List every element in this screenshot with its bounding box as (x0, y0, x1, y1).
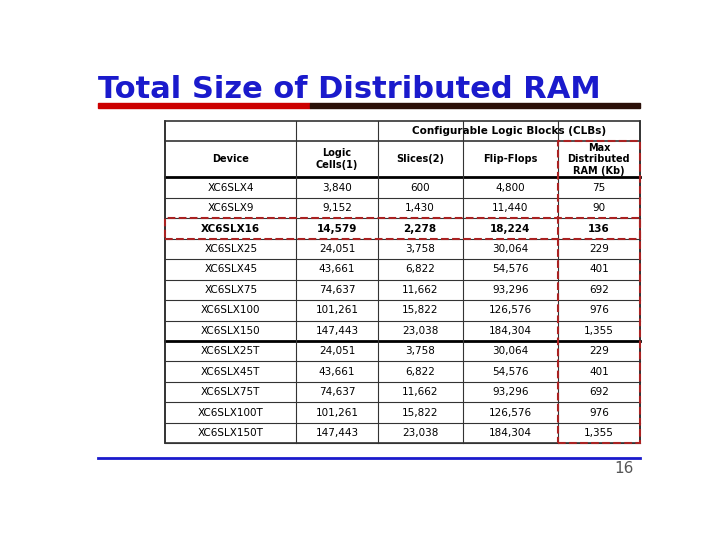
Text: XC6SLX150: XC6SLX150 (201, 326, 261, 336)
Text: Logic
Cells(1): Logic Cells(1) (316, 148, 358, 170)
Text: 14,579: 14,579 (317, 224, 357, 234)
Text: 101,261: 101,261 (315, 408, 359, 417)
Text: 229: 229 (589, 244, 609, 254)
Text: 600: 600 (410, 183, 430, 193)
Text: 16: 16 (615, 461, 634, 476)
Text: 1,355: 1,355 (584, 326, 614, 336)
Bar (99, 103, 310, 109)
Text: 23,038: 23,038 (402, 326, 438, 336)
Text: 2,278: 2,278 (404, 224, 437, 234)
Text: Max
Distributed
RAM (Kb): Max Distributed RAM (Kb) (567, 143, 630, 176)
Text: 147,443: 147,443 (315, 326, 359, 336)
Text: 692: 692 (589, 285, 609, 295)
Text: 126,576: 126,576 (489, 408, 532, 417)
Text: 93,296: 93,296 (492, 285, 528, 295)
Text: XC6SLX4: XC6SLX4 (207, 183, 254, 193)
Text: XC6SLX16: XC6SLX16 (202, 224, 261, 234)
Bar (310, 103, 639, 109)
Text: 184,304: 184,304 (489, 428, 532, 438)
Text: 11,662: 11,662 (402, 285, 438, 295)
Text: 3,758: 3,758 (405, 244, 435, 254)
Text: 6,822: 6,822 (405, 367, 435, 376)
Text: 11,440: 11,440 (492, 203, 528, 213)
Text: 3,758: 3,758 (405, 346, 435, 356)
Text: XC6SLX75: XC6SLX75 (204, 285, 257, 295)
Text: 74,637: 74,637 (319, 285, 355, 295)
Text: 1,355: 1,355 (584, 428, 614, 438)
Text: 54,576: 54,576 (492, 367, 528, 376)
Text: 136: 136 (588, 224, 610, 234)
Text: 30,064: 30,064 (492, 346, 528, 356)
Text: Device: Device (212, 154, 249, 164)
Text: XC6SLX100: XC6SLX100 (201, 305, 261, 315)
Text: 43,661: 43,661 (319, 265, 355, 274)
Text: 101,261: 101,261 (315, 305, 359, 315)
Text: 1,430: 1,430 (405, 203, 435, 213)
Text: 43,661: 43,661 (319, 367, 355, 376)
Text: 976: 976 (589, 408, 609, 417)
Text: 401: 401 (589, 367, 609, 376)
Text: XC6SLX45T: XC6SLX45T (201, 367, 261, 376)
Text: 6,822: 6,822 (405, 265, 435, 274)
Text: XC6SLX9: XC6SLX9 (207, 203, 254, 213)
Text: 93,296: 93,296 (492, 387, 528, 397)
Text: 74,637: 74,637 (319, 387, 355, 397)
Text: 30,064: 30,064 (492, 244, 528, 254)
Text: 75: 75 (593, 183, 606, 193)
Text: 54,576: 54,576 (492, 265, 528, 274)
Text: 3,840: 3,840 (322, 183, 352, 193)
Text: XC6SLX75T: XC6SLX75T (201, 387, 261, 397)
Text: 147,443: 147,443 (315, 428, 359, 438)
Text: 23,038: 23,038 (402, 428, 438, 438)
Text: 692: 692 (589, 387, 609, 397)
Text: Flip-Flops: Flip-Flops (483, 154, 538, 164)
Text: 18,224: 18,224 (490, 224, 531, 234)
Text: XC6SLX25T: XC6SLX25T (201, 346, 261, 356)
Text: Configurable Logic Blocks (CLBs): Configurable Logic Blocks (CLBs) (412, 126, 606, 136)
Text: XC6SLX25: XC6SLX25 (204, 244, 257, 254)
Text: XC6SLX100T: XC6SLX100T (198, 408, 264, 417)
Text: 90: 90 (593, 203, 606, 213)
Text: 184,304: 184,304 (489, 326, 532, 336)
Text: XC6SLX45: XC6SLX45 (204, 265, 257, 274)
Text: Slices(2): Slices(2) (396, 154, 444, 164)
Text: 15,822: 15,822 (402, 305, 438, 315)
Text: 976: 976 (589, 305, 609, 315)
Text: 24,051: 24,051 (319, 346, 355, 356)
Text: 4,800: 4,800 (495, 183, 526, 193)
Text: 229: 229 (589, 346, 609, 356)
Text: Total Size of Distributed RAM: Total Size of Distributed RAM (99, 75, 601, 104)
Text: 24,051: 24,051 (319, 244, 355, 254)
Text: 9,152: 9,152 (322, 203, 352, 213)
Text: 126,576: 126,576 (489, 305, 532, 315)
Text: XC6SLX150T: XC6SLX150T (198, 428, 264, 438)
Text: 11,662: 11,662 (402, 387, 438, 397)
Text: 15,822: 15,822 (402, 408, 438, 417)
Text: 401: 401 (589, 265, 609, 274)
